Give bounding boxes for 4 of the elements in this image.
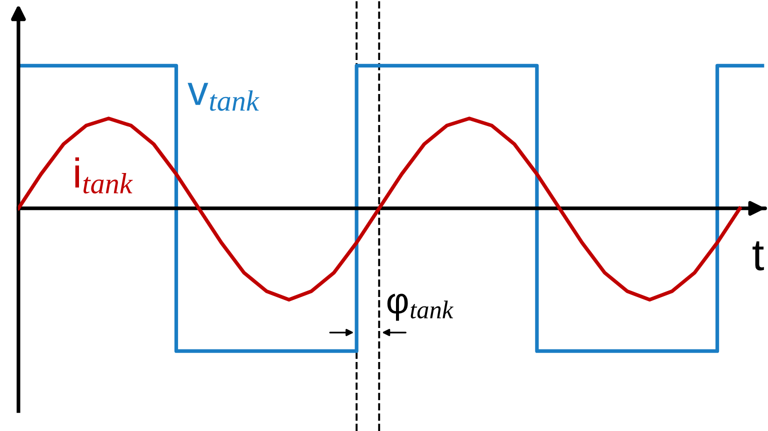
annotation: φ$_{tank}$ <box>387 294 454 321</box>
series-label: v$_{tank}$ <box>188 82 260 111</box>
series-label: i$_{tank}$ <box>75 157 133 194</box>
x-axis-title: t <box>752 241 764 270</box>
